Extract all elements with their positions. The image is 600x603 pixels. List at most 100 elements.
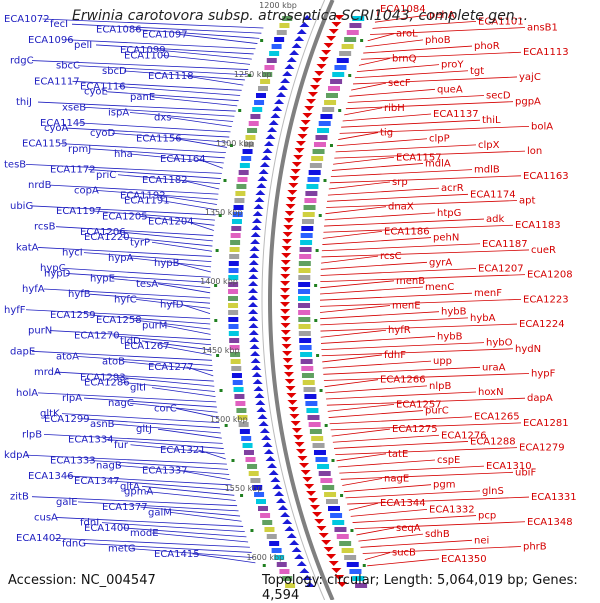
gene-arrow-right bbox=[283, 232, 293, 237]
left-leader-line bbox=[112, 279, 210, 288]
left-leader-line bbox=[152, 388, 215, 397]
gc-block bbox=[235, 191, 245, 196]
scale-label: 1550 kbp bbox=[225, 484, 263, 493]
gc-block bbox=[240, 429, 250, 434]
gene-arrow-left bbox=[254, 204, 264, 209]
right-leader-line bbox=[341, 120, 480, 127]
right-gene-label: aroL bbox=[396, 29, 418, 40]
right-leader-line bbox=[324, 373, 529, 380]
gc-block bbox=[298, 275, 310, 280]
marker-dot bbox=[250, 529, 253, 532]
left-gene-label: ECA1197 bbox=[56, 206, 102, 217]
right-gene-label: ubiF bbox=[515, 467, 536, 478]
gc-block bbox=[306, 184, 318, 189]
right-leader-line bbox=[347, 497, 529, 504]
gc-block bbox=[245, 457, 255, 462]
gene-arrow-left bbox=[251, 365, 261, 370]
marker-dot bbox=[224, 179, 227, 182]
gc-block bbox=[256, 499, 266, 504]
gene-arrow-right bbox=[306, 491, 316, 496]
right-gene-label: hyfR bbox=[388, 325, 411, 336]
gc-block bbox=[234, 198, 244, 203]
right-leader-line bbox=[323, 361, 431, 368]
gene-arrow-left bbox=[265, 456, 275, 461]
gene-arrow-left bbox=[250, 351, 260, 356]
right-gene-label: ECA1183 bbox=[515, 220, 561, 231]
gene-arrow-left bbox=[259, 169, 269, 174]
gc-block bbox=[260, 513, 270, 518]
marker-dot bbox=[231, 459, 234, 462]
gc-block bbox=[300, 345, 312, 350]
right-gene-label: secD bbox=[486, 90, 511, 101]
gene-arrow-right bbox=[310, 85, 320, 90]
gene-arrow-left bbox=[249, 330, 259, 335]
gene-arrow-left bbox=[251, 232, 261, 237]
gc-block bbox=[328, 86, 340, 91]
gc-block bbox=[230, 240, 240, 245]
gene-arrow-left bbox=[250, 246, 260, 251]
gc-block bbox=[342, 548, 354, 553]
right-gene-label: phoB bbox=[425, 35, 451, 46]
gc-block bbox=[232, 219, 242, 224]
left-gene-label: panE bbox=[130, 92, 155, 103]
right-gene-label: cspE bbox=[437, 455, 460, 466]
left-gene-label: ECA1337 bbox=[142, 466, 188, 477]
right-gene-label: hypF bbox=[531, 368, 556, 379]
gc-block bbox=[314, 450, 326, 455]
gene-arrow-right bbox=[282, 239, 292, 244]
right-leader-line bbox=[337, 139, 427, 146]
gc-block bbox=[320, 114, 332, 119]
left-leader-line bbox=[182, 305, 210, 314]
gc-block bbox=[301, 226, 313, 231]
right-gene-label: ECA1224 bbox=[519, 319, 565, 330]
gc-block bbox=[230, 247, 240, 252]
gc-block bbox=[231, 359, 241, 364]
right-leader-line bbox=[321, 336, 435, 343]
left-gene-label: ECA1277 bbox=[148, 362, 194, 373]
gene-arrow-right bbox=[324, 547, 334, 552]
gene-arrow-right bbox=[281, 337, 291, 342]
right-gene-label: pcp bbox=[478, 511, 496, 522]
left-gene-label: ECA1156 bbox=[136, 133, 182, 144]
right-leader-line bbox=[320, 281, 394, 288]
gc-block bbox=[330, 79, 342, 84]
gene-arrow-right bbox=[281, 330, 291, 335]
gc-block bbox=[330, 513, 342, 518]
gene-arrow-left bbox=[272, 484, 282, 489]
gc-block bbox=[339, 51, 351, 56]
gene-arrow-right bbox=[316, 526, 326, 531]
right-gene-label: proY bbox=[441, 60, 464, 71]
gene-arrow-left bbox=[264, 141, 274, 146]
right-leader-line bbox=[356, 528, 394, 535]
left-gene-label: ECA1155 bbox=[22, 139, 68, 150]
marker-dot bbox=[350, 529, 353, 532]
right-gene-label: ECA1174 bbox=[470, 189, 516, 200]
right-leader-line bbox=[325, 213, 435, 220]
left-gene-label: cyoA bbox=[44, 123, 69, 134]
right-leader-line bbox=[358, 534, 423, 541]
gene-arrow-left bbox=[248, 316, 258, 321]
gc-block bbox=[262, 520, 272, 525]
right-gene-label: hybA bbox=[470, 313, 496, 324]
left-gene-label: tesA bbox=[136, 279, 158, 290]
left-gene-label: fur bbox=[114, 440, 129, 451]
left-gene-label: ispA bbox=[108, 107, 129, 118]
gc-block bbox=[231, 226, 241, 231]
gc-block bbox=[229, 261, 239, 266]
gene-arrow-right bbox=[312, 512, 322, 517]
gene-arrow-right bbox=[280, 302, 290, 307]
gene-arrow-left bbox=[264, 449, 274, 454]
gc-block bbox=[322, 485, 334, 490]
gc-block bbox=[228, 310, 238, 315]
gc-block bbox=[267, 58, 277, 63]
right-gene-label: apt bbox=[519, 196, 535, 207]
right-leader-line bbox=[336, 145, 476, 152]
right-leader-line bbox=[351, 509, 427, 516]
gene-arrow-right bbox=[287, 400, 297, 405]
right-leader-line bbox=[344, 485, 431, 492]
right-gene-label: gyrA bbox=[429, 257, 452, 268]
gene-arrow-right bbox=[283, 365, 293, 370]
right-gene-label: clpP bbox=[429, 134, 450, 145]
right-gene-label: hybB bbox=[441, 307, 467, 318]
right-gene-label: ECA1348 bbox=[527, 517, 573, 528]
